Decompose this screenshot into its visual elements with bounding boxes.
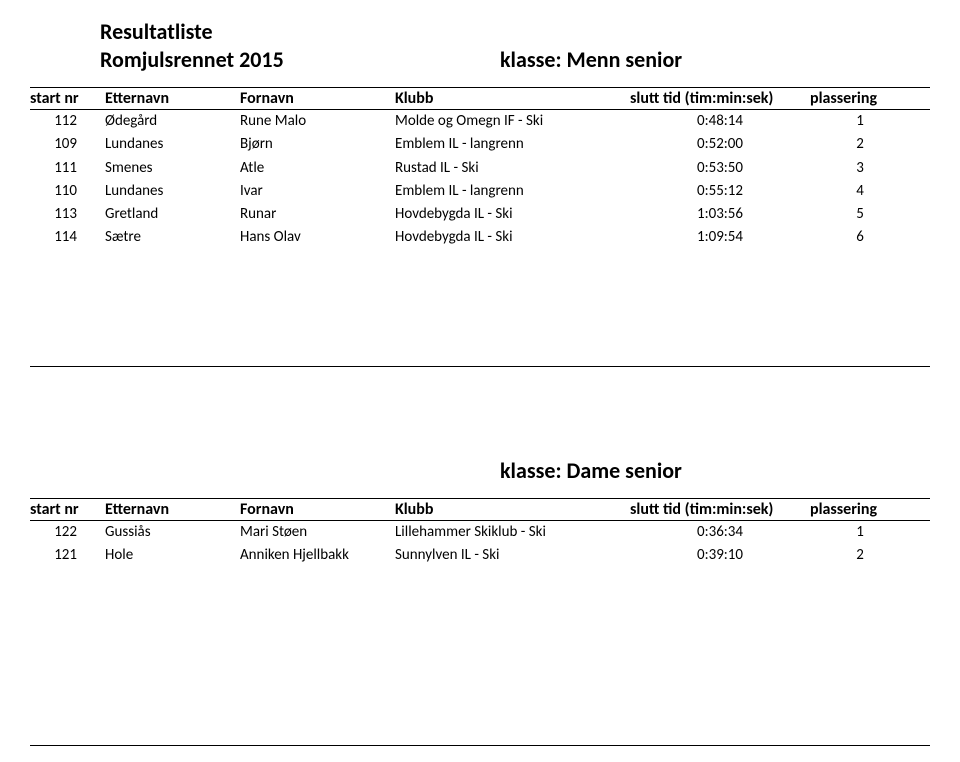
title-line1: Resultatliste: [100, 18, 930, 46]
cell-fornavn: Atle: [240, 157, 395, 180]
table-row: 114 Sætre Hans Olav Hovdebygda IL - Ski …: [30, 226, 930, 249]
cell-slutt: 1:03:56: [630, 203, 810, 226]
cell-fornavn: Bjørn: [240, 133, 395, 156]
cell-klubb: Hovdebygda IL - Ski: [395, 203, 630, 226]
col-header-fornavn: Fornavn: [240, 500, 395, 519]
table-row: 112 Ødegård Rune Malo Molde og Omegn IF …: [30, 110, 930, 133]
title-line2-left: Romjulsrennet 2015: [100, 46, 500, 74]
cell-startnr: 114: [30, 226, 105, 249]
cell-klubb: Emblem IL - langrenn: [395, 133, 630, 156]
cell-klubb: Molde og Omegn IF - Ski: [395, 110, 630, 133]
cell-klubb: Rustad IL - Ski: [395, 157, 630, 180]
col-header-plass: plassering: [810, 500, 910, 519]
col-header-plass: plassering: [810, 89, 910, 108]
page: Resultatliste Romjulsrennet 2015 klasse:…: [0, 0, 960, 762]
cell-klubb: Sunnylven IL - Ski: [395, 544, 630, 567]
table-row: 121 Hole Anniken Hjellbakk Sunnylven IL …: [30, 544, 930, 567]
cell-klubb: Lillehammer Skiklub - Ski: [395, 521, 630, 544]
cell-fornavn: Ivar: [240, 180, 395, 203]
cell-etternavn: Hole: [105, 544, 240, 567]
table-row: 113 Gretland Runar Hovdebygda IL - Ski 1…: [30, 203, 930, 226]
cell-startnr: 111: [30, 157, 105, 180]
cell-etternavn: Gretland: [105, 203, 240, 226]
table1-header: start nr Etternavn Fornavn Klubb slutt t…: [30, 87, 930, 110]
title-row2: Romjulsrennet 2015 klasse: Menn senior: [100, 46, 930, 74]
cell-etternavn: Lundanes: [105, 133, 240, 156]
col-header-etternavn: Etternavn: [105, 500, 240, 519]
col-header-klubb: Klubb: [395, 500, 630, 519]
table-row: 111 Smenes Atle Rustad IL - Ski 0:53:50 …: [30, 157, 930, 180]
cell-fornavn: Runar: [240, 203, 395, 226]
cell-startnr: 110: [30, 180, 105, 203]
cell-etternavn: Gussiås: [105, 521, 240, 544]
cell-startnr: 121: [30, 544, 105, 567]
cell-slutt: 0:53:50: [630, 157, 810, 180]
table-row: 110 Lundanes Ivar Emblem IL - langrenn 0…: [30, 180, 930, 203]
cell-slutt: 0:48:14: [630, 110, 810, 133]
cell-startnr: 113: [30, 203, 105, 226]
cell-startnr: 122: [30, 521, 105, 544]
cell-slutt: 0:36:34: [630, 521, 810, 544]
col-header-startnr: start nr: [30, 89, 105, 108]
col-header-slutt: slutt tid (tim:min:sek): [630, 500, 810, 519]
cell-plass: 1: [810, 110, 910, 133]
cell-slutt: 0:55:12: [630, 180, 810, 203]
cell-plass: 3: [810, 157, 910, 180]
section2-title: klasse: Dame senior: [500, 457, 930, 484]
cell-plass: 1: [810, 521, 910, 544]
title-block: Resultatliste Romjulsrennet 2015 klasse:…: [100, 18, 930, 73]
cell-plass: 6: [810, 226, 910, 249]
cell-plass: 2: [810, 544, 910, 567]
cell-slutt: 0:39:10: [630, 544, 810, 567]
col-header-fornavn: Fornavn: [240, 89, 395, 108]
table2-header: start nr Etternavn Fornavn Klubb slutt t…: [30, 498, 930, 521]
cell-fornavn: Mari Støen: [240, 521, 395, 544]
cell-fornavn: Rune Malo: [240, 110, 395, 133]
col-header-startnr: start nr: [30, 500, 105, 519]
table1-body: 112 Ødegård Rune Malo Molde og Omegn IF …: [30, 110, 930, 367]
table2-body: 122 Gussiås Mari Støen Lillehammer Skikl…: [30, 521, 930, 747]
cell-klubb: Hovdebygda IL - Ski: [395, 226, 630, 249]
col-header-etternavn: Etternavn: [105, 89, 240, 108]
cell-fornavn: Hans Olav: [240, 226, 395, 249]
title-line2-right: klasse: Menn senior: [500, 46, 682, 74]
cell-etternavn: Ødegård: [105, 110, 240, 133]
table-row: 122 Gussiås Mari Støen Lillehammer Skikl…: [30, 521, 930, 544]
cell-etternavn: Smenes: [105, 157, 240, 180]
table-row: 109 Lundanes Bjørn Emblem IL - langrenn …: [30, 133, 930, 156]
cell-plass: 5: [810, 203, 910, 226]
cell-etternavn: Sætre: [105, 226, 240, 249]
cell-plass: 4: [810, 180, 910, 203]
cell-slutt: 1:09:54: [630, 226, 810, 249]
cell-slutt: 0:52:00: [630, 133, 810, 156]
cell-etternavn: Lundanes: [105, 180, 240, 203]
cell-klubb: Emblem IL - langrenn: [395, 180, 630, 203]
col-header-klubb: Klubb: [395, 89, 630, 108]
cell-startnr: 109: [30, 133, 105, 156]
col-header-slutt: slutt tid (tim:min:sek): [630, 89, 810, 108]
cell-plass: 2: [810, 133, 910, 156]
cell-fornavn: Anniken Hjellbakk: [240, 544, 395, 567]
cell-startnr: 112: [30, 110, 105, 133]
